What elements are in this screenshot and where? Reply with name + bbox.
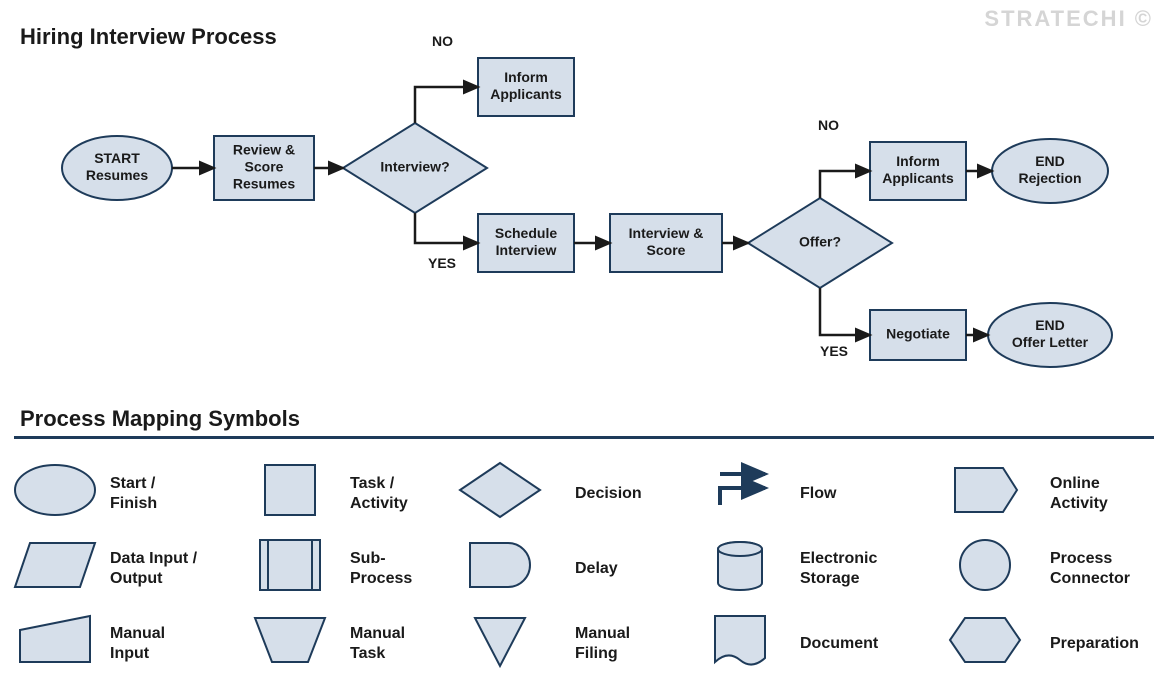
legend-start_finish: Start / Finish bbox=[15, 465, 157, 515]
svg-text:Activity: Activity bbox=[350, 495, 408, 512]
node-review: Review &ScoreResumes bbox=[214, 136, 314, 200]
legend-data_io: Data Input / Output bbox=[15, 543, 198, 587]
edge-label-interview_q-schedule: YES bbox=[428, 255, 456, 271]
svg-text:Document: Document bbox=[800, 635, 879, 652]
svg-text:Score: Score bbox=[245, 159, 284, 175]
legend-connector: Process Connector bbox=[960, 540, 1130, 590]
svg-text:END: END bbox=[1035, 153, 1065, 169]
svg-text:Inform: Inform bbox=[896, 153, 940, 169]
svg-text:Manual: Manual bbox=[575, 625, 630, 642]
edge-label-interview_q-inform1: NO bbox=[432, 33, 453, 49]
node-interview_q: Interview? bbox=[343, 123, 487, 213]
svg-text:Output: Output bbox=[110, 570, 163, 587]
svg-text:Data Input /: Data Input / bbox=[110, 550, 198, 567]
node-inform1: InformApplicants bbox=[478, 58, 574, 116]
svg-text:Start /: Start / bbox=[110, 475, 156, 492]
legend-decision: Decision bbox=[460, 463, 642, 517]
legend-sub_process: Sub- Process bbox=[260, 540, 412, 590]
svg-text:Interview: Interview bbox=[496, 242, 557, 258]
svg-text:Finish: Finish bbox=[110, 495, 157, 512]
legend-manual_filing: Manual Filing bbox=[475, 618, 630, 666]
svg-text:Review &: Review & bbox=[233, 142, 295, 158]
svg-text:Manual: Manual bbox=[350, 625, 405, 642]
svg-text:Manual: Manual bbox=[110, 625, 165, 642]
edge-interview_q-inform1 bbox=[415, 87, 478, 123]
svg-text:Activity: Activity bbox=[1050, 495, 1108, 512]
svg-text:Task: Task bbox=[350, 645, 385, 662]
edge-interview_q-schedule bbox=[415, 213, 478, 243]
svg-text:Applicants: Applicants bbox=[490, 86, 562, 102]
svg-text:Inform: Inform bbox=[504, 69, 548, 85]
node-negotiate: Negotiate bbox=[870, 310, 966, 360]
svg-text:Offer?: Offer? bbox=[799, 234, 841, 250]
svg-text:Storage: Storage bbox=[800, 570, 860, 587]
node-int_score: Interview &Score bbox=[610, 214, 722, 272]
diagram-canvas: STARTResumesReview &ScoreResumesIntervie… bbox=[0, 0, 1167, 683]
svg-text:Schedule: Schedule bbox=[495, 225, 557, 241]
node-start: STARTResumes bbox=[62, 136, 172, 200]
legend-task_activity: Task / Activity bbox=[265, 465, 408, 515]
svg-text:Interview?: Interview? bbox=[380, 159, 449, 175]
legend-document: Document bbox=[715, 616, 879, 665]
svg-text:Sub-: Sub- bbox=[350, 550, 386, 567]
edge-label-offer_q-inform2: NO bbox=[818, 117, 839, 133]
legend-flow: Flow bbox=[720, 474, 837, 505]
svg-text:Applicants: Applicants bbox=[882, 170, 954, 186]
svg-text:Preparation: Preparation bbox=[1050, 635, 1139, 652]
edge-label-offer_q-negotiate: YES bbox=[820, 343, 848, 359]
legend-delay: Delay bbox=[470, 543, 618, 587]
svg-text:Flow: Flow bbox=[800, 485, 837, 502]
svg-text:END: END bbox=[1035, 317, 1065, 333]
svg-text:Task /: Task / bbox=[350, 475, 395, 492]
edge-offer_q-inform2 bbox=[820, 171, 870, 198]
node-end_offer: ENDOffer Letter bbox=[988, 303, 1112, 367]
edge-offer_q-negotiate bbox=[820, 288, 870, 335]
node-inform2: InformApplicants bbox=[870, 142, 966, 200]
svg-text:Electronic: Electronic bbox=[800, 550, 877, 567]
svg-text:Resumes: Resumes bbox=[86, 167, 148, 183]
svg-text:Decision: Decision bbox=[575, 485, 642, 502]
legend-manual_input: Manual Input bbox=[20, 616, 165, 662]
svg-text:Connector: Connector bbox=[1050, 570, 1130, 587]
node-schedule: ScheduleInterview bbox=[478, 214, 574, 272]
svg-text:Online: Online bbox=[1050, 475, 1100, 492]
svg-text:Input: Input bbox=[110, 645, 150, 662]
legend-preparation: Preparation bbox=[950, 618, 1139, 662]
node-end_rej: ENDRejection bbox=[992, 139, 1108, 203]
svg-text:Process: Process bbox=[350, 570, 412, 587]
svg-text:Process: Process bbox=[1050, 550, 1112, 567]
svg-text:Resumes: Resumes bbox=[233, 176, 295, 192]
svg-text:Rejection: Rejection bbox=[1018, 170, 1081, 186]
svg-text:Filing: Filing bbox=[575, 645, 618, 662]
svg-text:Interview &: Interview & bbox=[629, 225, 704, 241]
svg-text:Negotiate: Negotiate bbox=[886, 326, 950, 342]
svg-text:START: START bbox=[94, 150, 140, 166]
svg-text:Delay: Delay bbox=[575, 560, 618, 577]
legend-online_activity: Online Activity bbox=[955, 468, 1108, 512]
svg-text:Offer Letter: Offer Letter bbox=[1012, 334, 1089, 350]
legend-manual_task: Manual Task bbox=[255, 618, 405, 662]
legend-storage: Electronic Storage bbox=[718, 542, 877, 590]
node-offer_q: Offer? bbox=[748, 198, 892, 288]
svg-text:Score: Score bbox=[647, 242, 686, 258]
